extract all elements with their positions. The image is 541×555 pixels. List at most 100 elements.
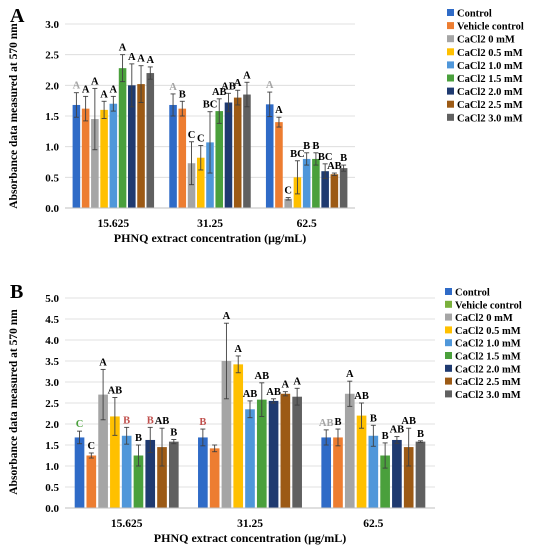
bar bbox=[268, 400, 279, 508]
legend-swatch bbox=[445, 288, 452, 295]
bar bbox=[145, 439, 156, 508]
bar bbox=[403, 447, 414, 508]
y-tick-label: 0.5 bbox=[45, 482, 59, 494]
legend-swatch bbox=[445, 313, 452, 321]
significance-label: B bbox=[170, 428, 177, 439]
bar bbox=[72, 104, 81, 208]
significance-label: B bbox=[312, 141, 319, 152]
panel-label: A bbox=[10, 5, 25, 27]
significance-label: B bbox=[303, 141, 310, 152]
legend-label: CaCl2 0.5 mM bbox=[455, 326, 521, 337]
bar bbox=[321, 171, 329, 208]
legend-label: CaCl2 0.5 mM bbox=[457, 48, 523, 59]
legend-label: CaCl2 2.5 mM bbox=[457, 100, 523, 111]
bar bbox=[137, 84, 145, 208]
y-tick-label: 2.5 bbox=[45, 398, 59, 410]
significance-label: C bbox=[284, 186, 292, 197]
significance-label: A bbox=[128, 52, 136, 63]
legend-swatch bbox=[447, 48, 454, 56]
y-tick-label: 1.5 bbox=[45, 111, 59, 123]
bar bbox=[215, 111, 224, 208]
significance-label: A bbox=[82, 84, 90, 95]
x-category-label: 31.25 bbox=[237, 518, 263, 530]
legend-label: CaCl2 2.0 mM bbox=[455, 364, 521, 375]
significance-label: B bbox=[179, 89, 186, 100]
bar bbox=[321, 437, 332, 508]
bar bbox=[233, 97, 242, 208]
bar bbox=[133, 455, 144, 508]
significance-label: B bbox=[334, 417, 341, 428]
y-tick-label: 1.5 bbox=[45, 440, 59, 452]
significance-label: A bbox=[73, 81, 81, 92]
legend-label: CaCl2 3.0 mM bbox=[457, 113, 523, 124]
significance-label: A bbox=[100, 89, 108, 100]
significance-label: A bbox=[266, 80, 274, 91]
significance-label: A bbox=[234, 344, 242, 355]
bar bbox=[280, 393, 291, 508]
legend-label: Control bbox=[457, 9, 492, 20]
significance-label: A bbox=[346, 369, 354, 380]
bar bbox=[169, 104, 177, 208]
bar bbox=[128, 85, 136, 208]
legend-swatch bbox=[445, 326, 452, 334]
bar bbox=[86, 455, 97, 508]
significance-label: B bbox=[382, 431, 389, 442]
bar bbox=[344, 393, 355, 508]
significance-label: AB bbox=[266, 387, 281, 398]
y-tick-label: 2.0 bbox=[45, 419, 59, 431]
y-tick-label: 2.0 bbox=[45, 80, 59, 92]
legend-swatch bbox=[447, 9, 454, 16]
bar bbox=[292, 396, 302, 508]
significance-label: AB bbox=[254, 371, 269, 382]
legend-swatch bbox=[447, 35, 454, 43]
y-tick-label: 5.0 bbox=[45, 293, 59, 305]
legend-swatch bbox=[447, 22, 454, 30]
legend-label: CaCl2 2.5 mM bbox=[455, 377, 521, 388]
x-category-label: 15.625 bbox=[98, 218, 130, 230]
bar bbox=[221, 361, 232, 508]
bar bbox=[187, 163, 196, 208]
legend-swatch bbox=[445, 352, 452, 359]
x-category-label: 31.25 bbox=[197, 218, 223, 230]
legend-label: CaCl2 1.0 mM bbox=[455, 339, 521, 350]
x-axis-label: PHNQ extract concentration (μg/mL) bbox=[154, 531, 346, 545]
y-tick-label: 3.0 bbox=[45, 377, 59, 389]
significance-label: AB bbox=[243, 389, 258, 400]
significance-label: AB bbox=[221, 81, 236, 92]
legend-label: Control bbox=[455, 288, 490, 299]
bar bbox=[100, 109, 108, 208]
legend-label: Vehicle control bbox=[455, 300, 522, 311]
bar bbox=[265, 104, 274, 208]
x-category-label: 15.625 bbox=[111, 518, 143, 530]
legend-swatch bbox=[447, 100, 454, 108]
significance-label: AB bbox=[155, 416, 170, 427]
y-tick-label: 3.0 bbox=[45, 19, 59, 31]
significance-label: AB bbox=[108, 386, 123, 397]
legend-swatch bbox=[445, 364, 452, 372]
significance-label: C bbox=[188, 130, 196, 141]
significance-label: B bbox=[340, 153, 347, 164]
y-tick-label: 1.0 bbox=[45, 142, 59, 154]
x-category-label: 62.5 bbox=[297, 218, 317, 230]
significance-label: A bbox=[99, 357, 107, 368]
significance-label: A bbox=[169, 82, 177, 93]
legend-swatch bbox=[445, 377, 452, 385]
significance-label: C bbox=[88, 441, 96, 452]
bar bbox=[256, 399, 267, 508]
legend-swatch bbox=[447, 113, 454, 121]
bar bbox=[91, 119, 99, 208]
bar bbox=[284, 198, 292, 208]
significance-label: A bbox=[293, 376, 301, 387]
bar bbox=[392, 439, 402, 508]
legend-label: CaCl2 3.0 mM bbox=[455, 390, 521, 401]
significance-label: B bbox=[123, 415, 130, 426]
significance-label: A bbox=[282, 380, 290, 391]
bar bbox=[118, 68, 127, 208]
significance-label: A bbox=[146, 55, 154, 66]
significance-label: BC bbox=[290, 149, 305, 160]
bar bbox=[333, 437, 343, 508]
y-tick-label: 0.0 bbox=[45, 203, 59, 215]
significance-label: A bbox=[119, 43, 127, 54]
bar bbox=[110, 416, 120, 508]
